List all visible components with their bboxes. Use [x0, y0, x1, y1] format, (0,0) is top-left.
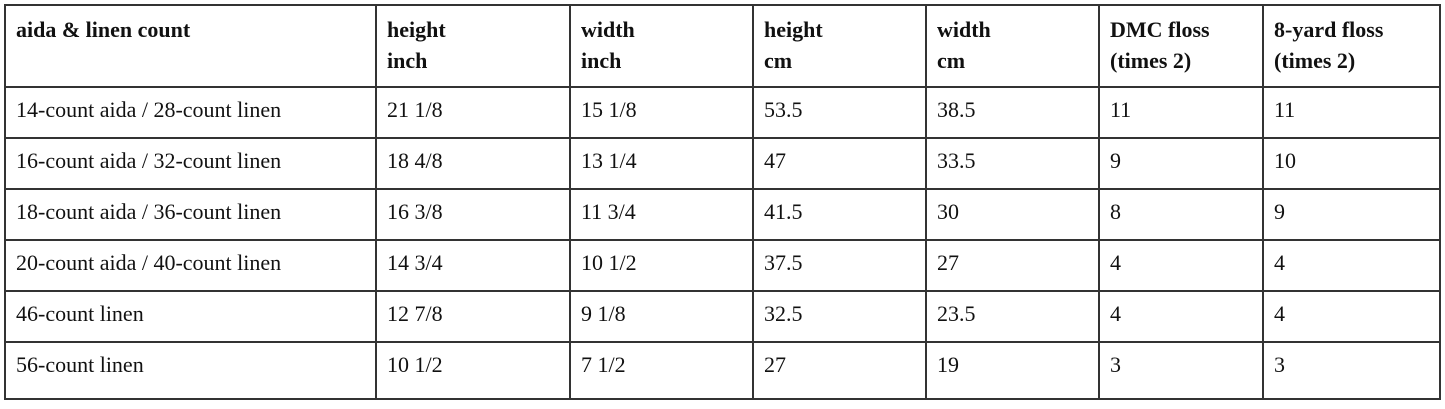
table-cell: 38.5: [925, 86, 1100, 139]
table-cell: 56-count linen: [4, 341, 377, 400]
table-cell: 9: [1098, 137, 1264, 190]
table-cell: 9: [1262, 188, 1441, 241]
fabric-size-table: aida & linen count height inch width inch hei…: [4, 4, 1441, 400]
column-header-line: cm: [937, 48, 966, 73]
column-header: height cm: [752, 4, 927, 88]
column-header-line: height: [387, 17, 446, 42]
column-header: DMC floss (times 2): [1098, 4, 1264, 88]
column-header: aida & linen count: [4, 4, 377, 88]
column-header-line: DMC floss: [1110, 17, 1210, 42]
table-row: 16-count aida / 32-count linen 18 4/8 13 1…: [4, 137, 1441, 190]
table-cell: 21 1/8: [375, 86, 571, 139]
table-cell: 7 1/2: [569, 341, 754, 400]
table-cell: 23.5: [925, 290, 1100, 343]
table-cell: 32.5: [752, 290, 927, 343]
table-cell: 14-count aida / 28-count linen: [4, 86, 377, 139]
column-header: 8-yard floss (times 2): [1262, 4, 1441, 88]
column-header: width cm: [925, 4, 1100, 88]
table-cell: 19: [925, 341, 1100, 400]
table-cell: 11: [1098, 86, 1264, 139]
table-cell: 4: [1098, 239, 1264, 292]
column-header-line: aida & linen count: [16, 17, 191, 42]
table-cell: 20-count aida / 40-count linen: [4, 239, 377, 292]
table-cell: 11 3/4: [569, 188, 754, 241]
column-header-line: width: [937, 17, 991, 42]
column-header: height inch: [375, 4, 571, 88]
table-cell: 8: [1098, 188, 1264, 241]
column-header-line: height: [764, 17, 823, 42]
table-row: 20-count aida / 40-count linen 14 3/4 10 1…: [4, 239, 1441, 292]
table-cell: 16 3/8: [375, 188, 571, 241]
table-row: 14-count aida / 28-count linen 21 1/8 15 1…: [4, 86, 1441, 139]
column-header-line: 8-yard floss: [1274, 17, 1384, 42]
table-cell: 10 1/2: [375, 341, 571, 400]
column-header-line: (times 2): [1110, 48, 1192, 73]
column-header-line: (times 2): [1274, 48, 1356, 73]
table-cell: 46-count linen: [4, 290, 377, 343]
header-row: aida & linen count height inch width inch hei…: [4, 4, 1441, 88]
table-cell: 53.5: [752, 86, 927, 139]
table-cell: 30: [925, 188, 1100, 241]
table-cell: 10: [1262, 137, 1441, 190]
table-cell: 4: [1262, 290, 1441, 343]
table-row: 56-count linen 10 1/2 7 1/2 27 19 3 3: [4, 341, 1441, 400]
table-cell: 11: [1262, 86, 1441, 139]
table-cell: 27: [752, 341, 927, 400]
table-row: 46-count linen 12 7/8 9 1/8 32.5 23.5 4 4: [4, 290, 1441, 343]
table-cell: 3: [1098, 341, 1264, 400]
column-header-line: cm: [764, 48, 793, 73]
table-cell: 4: [1262, 239, 1441, 292]
table-cell: 13 1/4: [569, 137, 754, 190]
table-cell: 37.5: [752, 239, 927, 292]
table-cell: 47: [752, 137, 927, 190]
table-cell: 3: [1262, 341, 1441, 400]
table-cell: 15 1/8: [569, 86, 754, 139]
column-header-line: inch: [581, 48, 622, 73]
column-header-line: width: [581, 17, 635, 42]
table-cell: 27: [925, 239, 1100, 292]
table-cell: 4: [1098, 290, 1264, 343]
table-cell: 18-count aida / 36-count linen: [4, 188, 377, 241]
table-cell: 14 3/4: [375, 239, 571, 292]
column-header: width inch: [569, 4, 754, 88]
table-cell: 41.5: [752, 188, 927, 241]
column-header-line: inch: [387, 48, 428, 73]
table-cell: 18 4/8: [375, 137, 571, 190]
table-cell: 10 1/2: [569, 239, 754, 292]
table-cell: 33.5: [925, 137, 1100, 190]
table-cell: 9 1/8: [569, 290, 754, 343]
table-row: 18-count aida / 36-count linen 16 3/8 11 3…: [4, 188, 1441, 241]
table-cell: 12 7/8: [375, 290, 571, 343]
table-cell: 16-count aida / 32-count linen: [4, 137, 377, 190]
